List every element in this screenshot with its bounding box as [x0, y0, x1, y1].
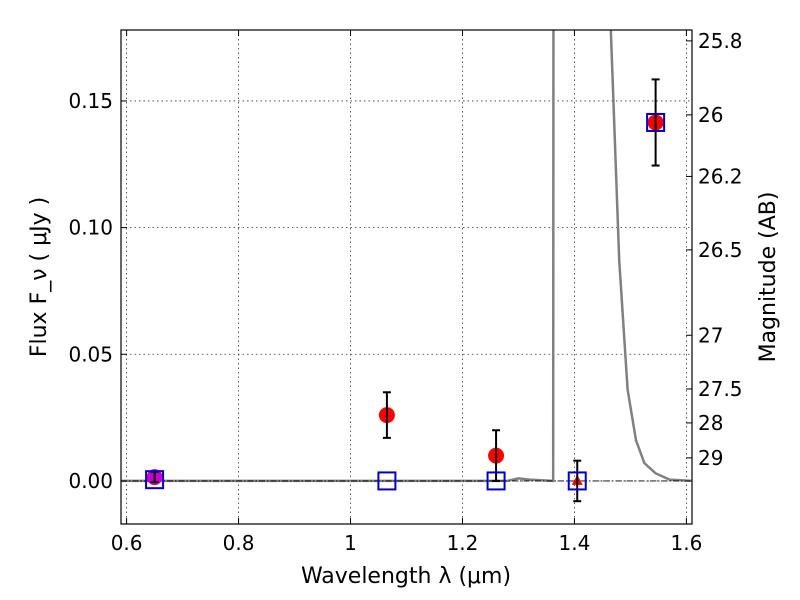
- model-point: [145, 470, 165, 490]
- marker-layer: [145, 78, 666, 503]
- x-tick-label: 1.2: [447, 531, 479, 555]
- model-point: [377, 471, 397, 491]
- right-tick-label: 26: [698, 103, 723, 127]
- x-tick-label: 1: [344, 531, 357, 555]
- right-tick-label: 26.5: [698, 238, 743, 262]
- grid-layer: [121, 30, 692, 524]
- x-tick-label: 0.6: [111, 531, 143, 555]
- tick-layer: 0.6 0.8 1 1.2 1.4 1.6 0.00 0.05 0.10 0.15 25.8 26 26…: [68, 29, 742, 555]
- x-axis-label: Wavelength λ (μm): [301, 564, 511, 589]
- y-tick-label: 0.05: [68, 342, 113, 366]
- y-axis-right-label: Magnitude (AB): [756, 192, 781, 363]
- model-spectrum-line: [121, 30, 692, 483]
- right-tick-label: 28: [698, 411, 723, 435]
- right-tick-label: 27.5: [698, 377, 743, 401]
- right-tick-label: 27: [698, 323, 723, 347]
- x-tick-label: 1.6: [670, 531, 702, 555]
- y-tick-label: 0.00: [68, 469, 113, 493]
- y-axis-left-label: Flux F_ν ( μJy ): [27, 197, 52, 357]
- right-tick-label: 25.8: [698, 29, 743, 53]
- x-tick-label: 0.8: [223, 531, 255, 555]
- data-layer: [121, 30, 692, 483]
- model-point: [646, 112, 666, 132]
- x-tick-label: 1.4: [559, 531, 591, 555]
- y-tick-label: 0.10: [68, 216, 113, 240]
- right-tick-label: 29: [698, 446, 723, 470]
- model-point: [486, 471, 506, 491]
- plot-frame: [120, 29, 693, 525]
- model-point: [567, 471, 587, 491]
- y-tick-label: 0.15: [68, 89, 113, 113]
- right-tick-label: 26.2: [698, 164, 743, 188]
